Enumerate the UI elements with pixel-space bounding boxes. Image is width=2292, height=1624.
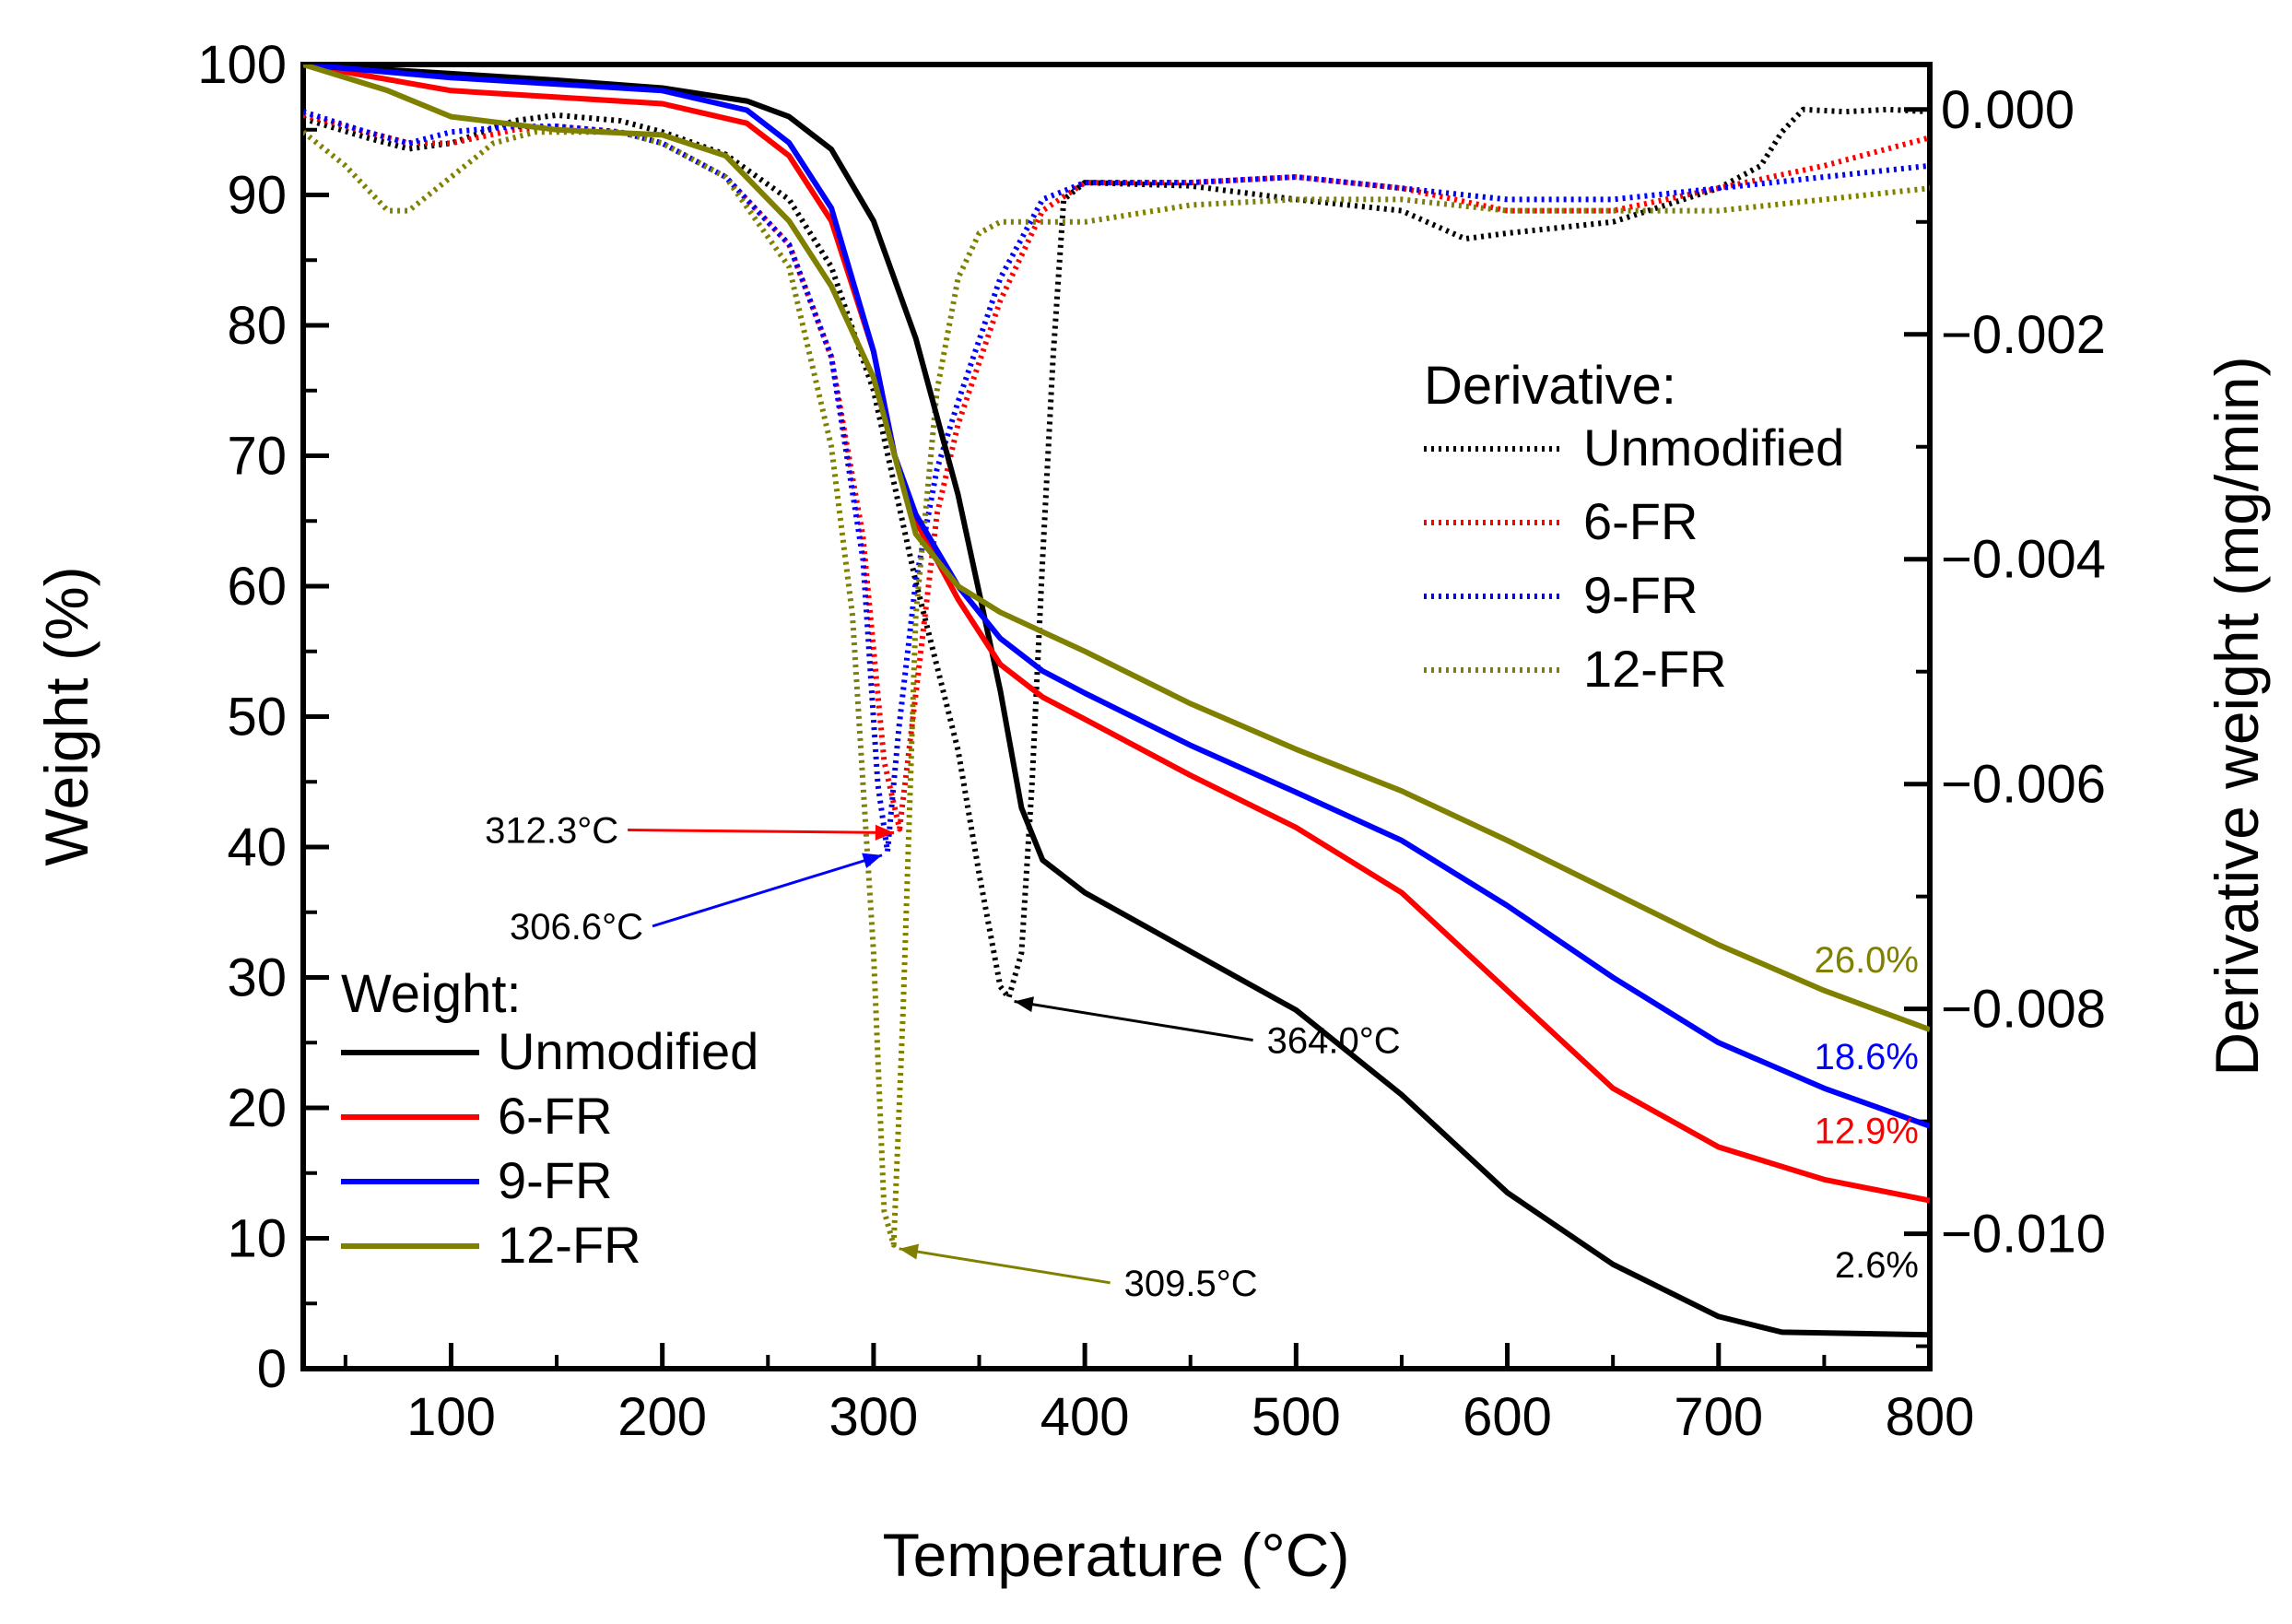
y2-tick-label: −0.004 bbox=[1941, 530, 2106, 590]
x-tick-label: 200 bbox=[617, 1387, 707, 1447]
y-axis-title: Weight (%) bbox=[32, 566, 100, 865]
y-tick-label: 30 bbox=[227, 948, 287, 1008]
y2-tick-label: 0.000 bbox=[1941, 80, 2075, 140]
y2-tick-label: −0.002 bbox=[1941, 305, 2106, 365]
residue-label: 12.9% bbox=[1815, 1111, 1919, 1151]
peak-annotation: 309.5°C bbox=[1124, 1264, 1258, 1304]
y2-tick-label: −0.006 bbox=[1941, 755, 2106, 815]
y-tick-label: 100 bbox=[197, 35, 287, 95]
y2-axis-title: Derivative weight (mg/min) bbox=[2203, 356, 2271, 1076]
derivative-line-12-fr bbox=[303, 129, 1930, 1248]
y-tick-label: 40 bbox=[227, 818, 287, 877]
derivative-legend-label: 9-FR bbox=[1583, 566, 1698, 624]
residue-label: 26.0% bbox=[1815, 940, 1919, 981]
derivative-legend-title: Derivative: bbox=[1424, 356, 1676, 416]
derivative-legend-label: 6-FR bbox=[1583, 492, 1698, 550]
axis-ticks: 100 200 300 400 500 600 700 800 0 10 20 30 40 50 60 70 8… bbox=[197, 35, 2106, 1447]
annotation-arrowhead bbox=[1014, 996, 1034, 1013]
weight-line-6-fr bbox=[303, 65, 1930, 1204]
annotation-arrow bbox=[899, 1247, 1111, 1285]
weight-line-unmodified bbox=[303, 65, 1930, 1338]
x-tick-label: 700 bbox=[1674, 1387, 1763, 1447]
y2-tick-label: −0.010 bbox=[1941, 1205, 2106, 1265]
weight-legend-title: Weight: bbox=[341, 964, 522, 1024]
weight-legend-label: Unmodified bbox=[498, 1022, 758, 1080]
residue-label: 18.6% bbox=[1815, 1037, 1919, 1077]
weight-legend-label: 12-FR bbox=[498, 1216, 641, 1274]
annotation-arrowhead bbox=[899, 1243, 920, 1260]
peak-annotation: 306.6°C bbox=[510, 907, 643, 947]
weight-legend-label: 9-FR bbox=[498, 1151, 612, 1209]
annotations: 312.3°C 306.6°C 364.0°C 309.5°C 26.0% 18.6% 12… bbox=[485, 810, 1919, 1303]
annotation-arrowhead bbox=[862, 853, 883, 869]
derivative-line-9-fr bbox=[303, 109, 1930, 854]
annotation-arrow bbox=[628, 828, 895, 834]
weight-legend-label: 6-FR bbox=[498, 1087, 612, 1145]
x-axis-title: Temperature (°C) bbox=[883, 1521, 1350, 1589]
y-tick-label: 60 bbox=[227, 557, 287, 617]
y-tick-label: 50 bbox=[227, 688, 287, 747]
residue-label: 2.6% bbox=[1835, 1245, 1919, 1286]
legends: Weight:Unmodified6-FR9-FR12-FRDerivative… bbox=[341, 356, 1844, 1274]
y-tick-label: 90 bbox=[227, 166, 287, 226]
x-tick-label: 300 bbox=[829, 1387, 919, 1447]
y2-tick-label: −0.008 bbox=[1941, 980, 2106, 1040]
x-tick-label: 500 bbox=[1252, 1387, 1341, 1447]
peak-annotation: 312.3°C bbox=[485, 810, 618, 851]
x-tick-label: 100 bbox=[406, 1387, 496, 1447]
y-tick-label: 80 bbox=[227, 296, 287, 356]
weight-line-12-fr bbox=[303, 65, 1930, 1032]
annotation-arrowhead bbox=[875, 824, 895, 841]
peak-annotation: 364.0°C bbox=[1267, 1020, 1401, 1061]
weight-line-9-fr bbox=[303, 65, 1930, 1129]
x-tick-label: 800 bbox=[1886, 1387, 1975, 1447]
y-tick-label: 10 bbox=[227, 1209, 287, 1269]
derivative-legend-label: Unmodified bbox=[1583, 418, 1844, 477]
derivative-legend-label: 12-FR bbox=[1583, 640, 1727, 698]
annotation-arrow bbox=[1014, 999, 1253, 1041]
annotation-arrow bbox=[652, 853, 883, 928]
derivative-line-unmodified bbox=[303, 106, 1930, 1001]
y-tick-label: 0 bbox=[257, 1339, 287, 1399]
y-tick-label: 70 bbox=[227, 427, 287, 487]
x-tick-label: 400 bbox=[1040, 1387, 1130, 1447]
x-tick-label: 600 bbox=[1463, 1387, 1552, 1447]
plot-curves bbox=[303, 65, 1930, 1338]
y-tick-label: 20 bbox=[227, 1078, 287, 1138]
